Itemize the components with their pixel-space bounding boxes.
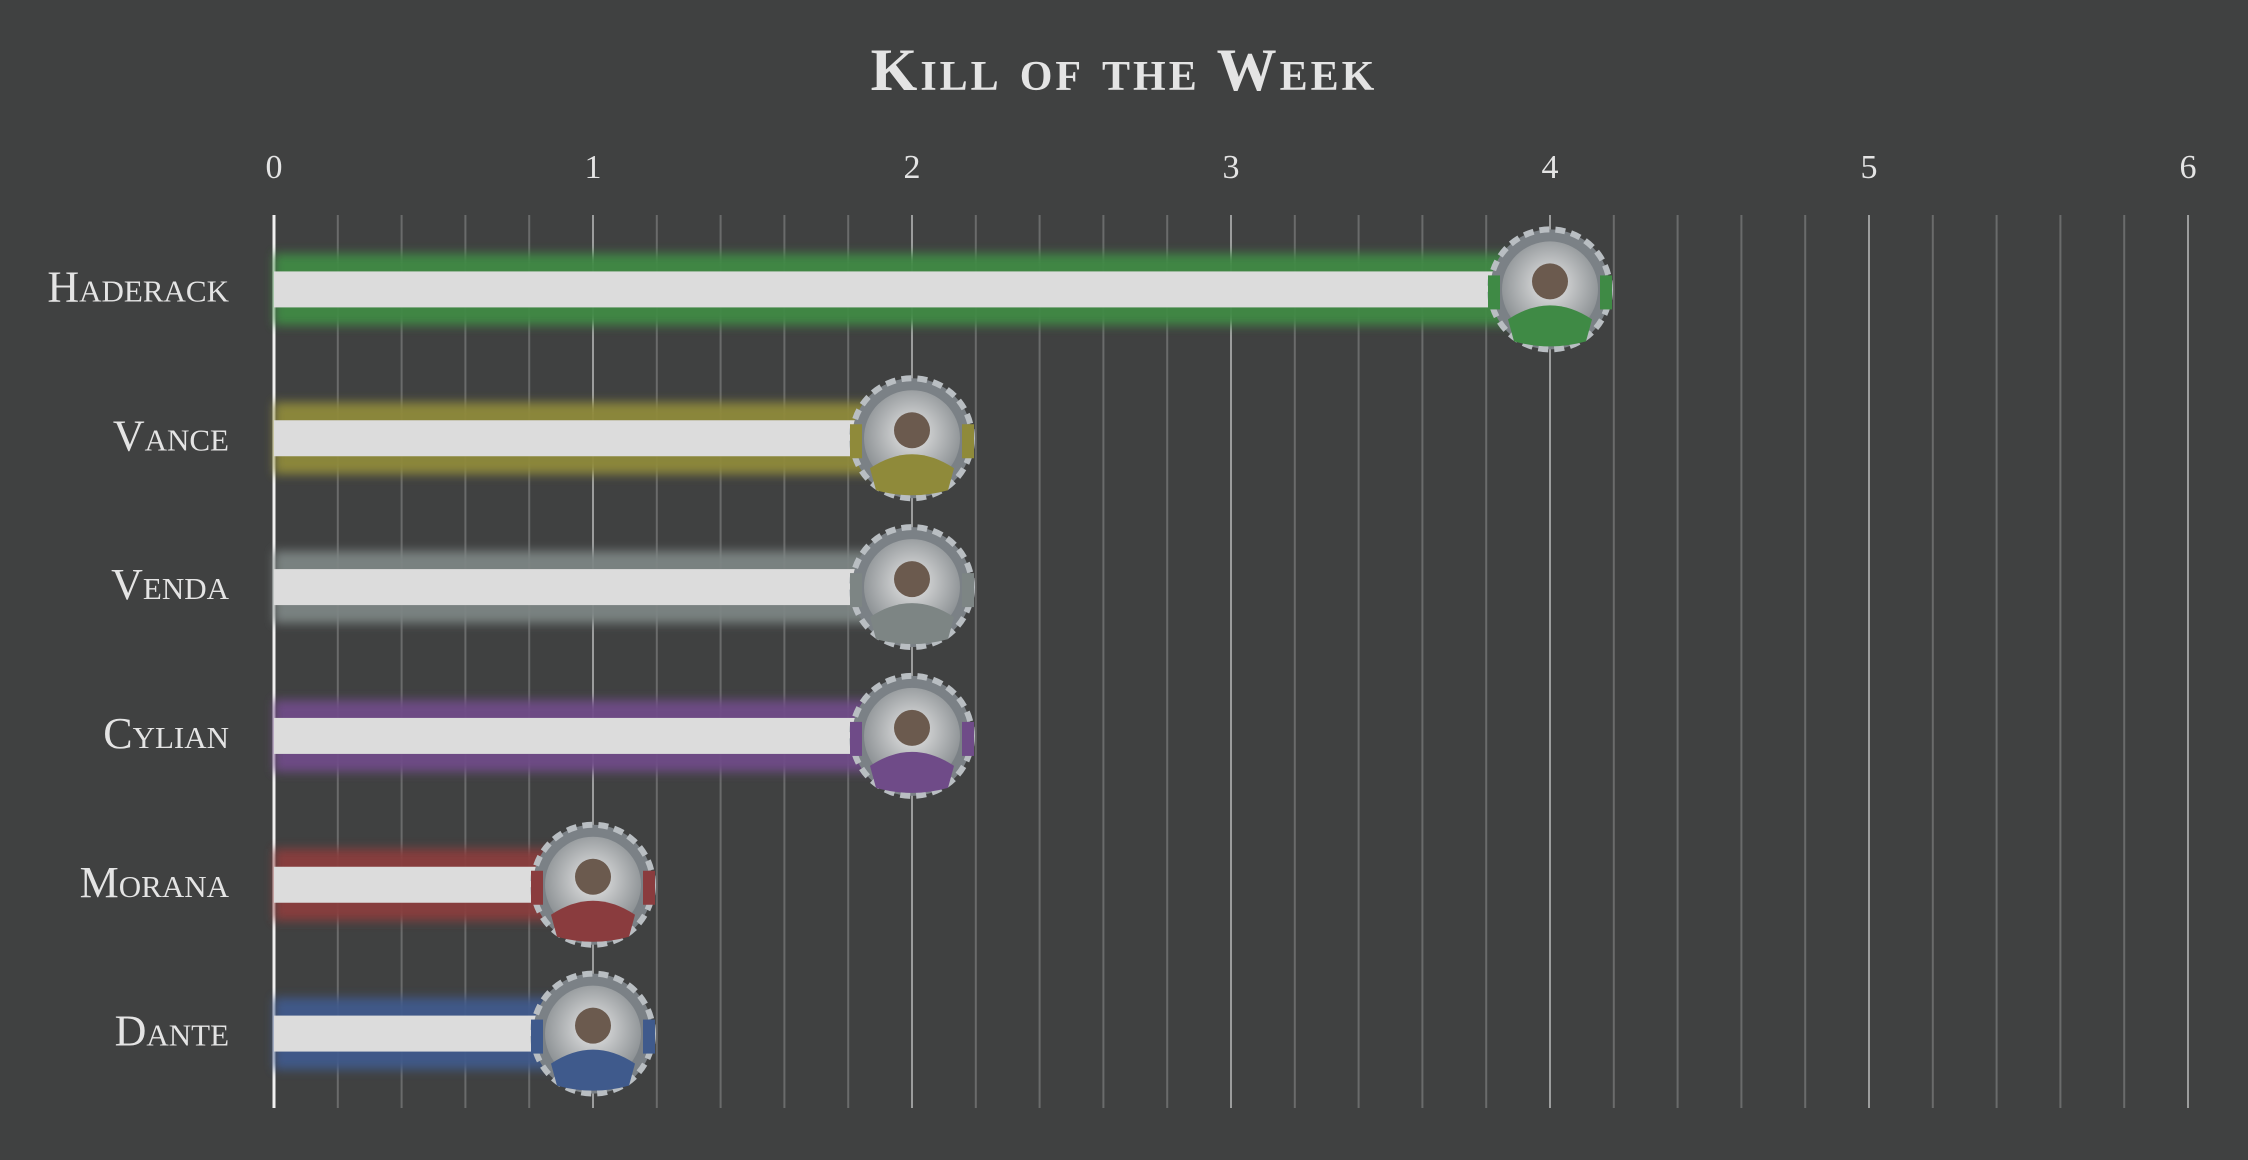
portrait-head: [1532, 263, 1568, 300]
portrait-band-right: [643, 1019, 655, 1054]
portrait-cloak: [870, 454, 954, 496]
y-tick-label: Dante: [115, 1007, 229, 1056]
portrait-band-right: [962, 424, 974, 459]
x-tick-label: 1: [585, 149, 602, 186]
portrait-band-left: [531, 870, 543, 905]
portrait-head: [575, 858, 611, 895]
portrait: [530, 970, 656, 1097]
y-tick-label: Vance: [113, 411, 229, 460]
x-tick-label: 6: [2180, 149, 2197, 186]
bar: [274, 569, 912, 606]
portrait-cloak: [1508, 305, 1592, 347]
portrait-head: [894, 561, 930, 598]
portrait-cloak: [551, 1049, 635, 1091]
portrait-head: [575, 1007, 611, 1044]
bar: [274, 271, 1550, 308]
portrait-band-left: [850, 721, 862, 756]
portrait-band-left: [850, 573, 862, 608]
bar: [274, 420, 912, 457]
x-tick-label: 2: [904, 149, 921, 186]
bar: [274, 717, 912, 754]
portrait: [1487, 226, 1613, 353]
y-tick-label: Venda: [111, 560, 229, 609]
portrait: [849, 672, 975, 799]
y-tick-label: Haderack: [47, 263, 229, 312]
x-tick-label: 5: [1861, 149, 1878, 186]
portrait-band-left: [531, 1019, 543, 1054]
portrait-band-left: [850, 424, 862, 459]
portrait: [530, 821, 656, 948]
portrait-band-right: [643, 870, 655, 905]
x-tick-label: 0: [266, 149, 283, 186]
portrait-head: [894, 412, 930, 449]
x-tick-label: 3: [1223, 149, 1240, 186]
portrait-head: [894, 709, 930, 746]
portrait-band-right: [962, 573, 974, 608]
portrait-band-left: [1488, 275, 1500, 310]
portrait-band-right: [962, 721, 974, 756]
y-tick-label: Morana: [80, 858, 230, 907]
x-tick-label: 4: [1542, 149, 1559, 186]
portrait: [849, 375, 975, 502]
portrait-cloak: [551, 900, 635, 942]
portrait-band-right: [1600, 275, 1612, 310]
portrait-cloak: [870, 751, 954, 793]
chart-title: Kill of the Week: [871, 37, 1378, 103]
portrait: [849, 524, 975, 651]
y-tick-label: Cylian: [103, 709, 229, 758]
portrait-cloak: [870, 603, 954, 645]
